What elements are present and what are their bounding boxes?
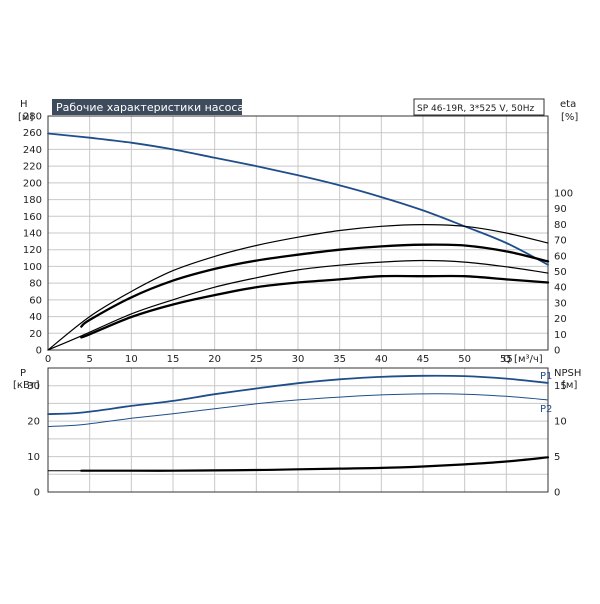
y2-tick-label: 5 [554,452,560,463]
x-tick-label: 30 [292,354,305,365]
y-tick-label: 20 [27,417,40,428]
q-axis-label: Q [м³/ч] [503,354,543,365]
y-tick-label: 100 [23,262,42,273]
x-tick-label: 25 [250,354,263,365]
y2-tick-label: 50 [554,267,567,278]
h-axis-label: H [20,99,28,110]
y-tick-label: 60 [29,295,42,306]
eta-axis-unit: [%] [561,112,578,123]
x-tick-label: 15 [167,354,180,365]
chart-title-box [52,99,242,115]
x-tick-label: 35 [333,354,346,365]
y-tick-label: 20 [29,329,42,340]
chart-subtitle-box [413,98,545,116]
y2-tick-label: 0 [554,488,560,499]
y-tick-label: 80 [29,279,42,290]
series-line-0-3 [47,259,549,351]
h-axis-unit: [м] [18,112,33,123]
x-tick-label: 20 [208,354,221,365]
eta-axis-label: eta [560,99,576,110]
y2-tick-label: 40 [554,283,567,294]
y2-tick-label: 20 [554,314,567,325]
series-label-p2: P2 [540,404,552,415]
series-line-0-2 [80,243,550,328]
series-line-1-1 [47,393,549,427]
y2-tick-label: 15 [554,381,567,392]
x-tick-label: 50 [458,354,471,365]
y-tick-label: 160 [23,212,42,223]
y-tick-label: 200 [23,178,42,189]
x-tick-label: 10 [125,354,138,365]
y2-tick-label: 10 [554,417,567,428]
plot-frame [47,367,549,493]
y-tick-label: 30 [27,381,40,392]
x-tick-label: 45 [417,354,430,365]
chart-subtitle: SP 46-19R, 3*525 V, 50Hz [417,104,534,114]
y-tick-label: 40 [29,312,42,323]
x-tick-label: 0 [45,354,51,365]
chart-title: Рабочие характеристики насоса [56,101,244,114]
series-line-0-4 [80,274,550,339]
y2-tick-label: 30 [554,298,567,309]
y2-tick-label: 0 [554,346,560,357]
series-label-p1: P1 [540,371,552,382]
y2-tick-label: 100 [554,189,573,200]
p-axis-label: P [20,368,26,379]
plot-frame [47,115,549,351]
y2-tick-label: 90 [554,204,567,215]
y2-tick-label: 80 [554,220,567,231]
x-tick-label: 5 [86,354,92,365]
y-tick-label: 0 [36,346,42,357]
y-tick-label: 240 [23,145,42,156]
y-tick-label: 180 [23,195,42,206]
y2-tick-label: 70 [554,236,567,247]
p-axis-unit: [кВт] [13,380,40,391]
y2-tick-label: 60 [554,251,567,262]
y-tick-label: 220 [23,162,42,173]
series-line-1-2 [80,456,550,472]
x-tick-label: 40 [375,354,388,365]
y-tick-label: 120 [23,245,42,256]
npsh-axis-label: NPSH [554,368,581,379]
y-tick-label: 140 [23,229,42,240]
series-line-0-1 [47,223,549,351]
y-tick-label: 0 [34,488,40,499]
x-tick-label: 55 [500,354,513,365]
series-line-1-0 [47,374,549,415]
npsh-axis-unit: [м] [562,380,577,391]
y-tick-label: 10 [27,452,40,463]
y-tick-label: 280 [23,112,42,123]
y-tick-label: 260 [23,128,42,139]
y2-tick-label: 10 [554,330,567,341]
